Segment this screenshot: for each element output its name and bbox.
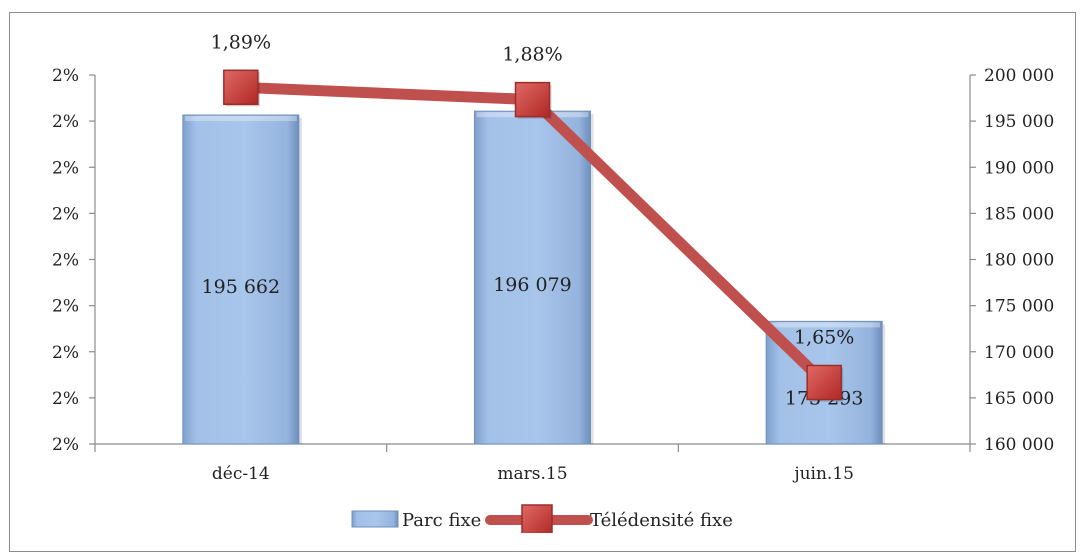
- legend-label-teledensite: Télédensité fixe: [590, 510, 733, 531]
- legend-label-parc-fixe: Parc fixe: [402, 510, 481, 531]
- x-tick-label: juin.15: [792, 464, 854, 484]
- right-tick-label: 175 000: [984, 297, 1054, 317]
- line-marker: [806, 364, 842, 401]
- line-marker: [514, 81, 551, 118]
- left-tick-label: 2%: [52, 112, 79, 132]
- bar-highlight: [184, 116, 297, 122]
- bar-value-label: 196 079: [493, 274, 572, 296]
- right-tick-label: 195 000: [984, 112, 1054, 132]
- line-value-label: 1,89%: [211, 31, 271, 53]
- bar: [182, 114, 300, 445]
- line-value-label: 1,65%: [794, 327, 854, 349]
- bar-highlight: [768, 322, 881, 328]
- combo-chart: 2% 2% 2% 2% 2% 2% 2% 2% 2% 200 000 195 000 190 000…: [52, 31, 1054, 533]
- bar-value-label: 195 662: [202, 276, 281, 298]
- right-tick-label: 165 000: [984, 389, 1054, 409]
- x-axis-ticks: déc-14 mars.15 juin.15: [94, 444, 971, 484]
- left-tick-label: 2%: [52, 204, 79, 224]
- left-tick-label: 2%: [52, 435, 79, 455]
- left-tick-label: 2%: [52, 297, 79, 317]
- bar: [474, 110, 591, 445]
- left-tick-label: 2%: [52, 251, 79, 271]
- right-tick-label: 180 000: [984, 251, 1054, 271]
- right-tick-label: 170 000: [984, 343, 1054, 363]
- left-tick-label: 2%: [52, 343, 79, 363]
- left-tick-label: 2%: [52, 158, 79, 178]
- line-value-label: 1,88%: [502, 44, 562, 66]
- right-tick-label: 185 000: [984, 204, 1054, 224]
- x-tick-label: mars.15: [497, 464, 567, 484]
- right-tick-label: 200 000: [984, 66, 1054, 86]
- left-tick-label: 2%: [52, 66, 79, 86]
- right-axis-ticks: 200 000 195 000 190 000 185 000 180 000 175 0…: [970, 66, 1054, 455]
- legend: Parc fixe Télédensité fixe: [351, 504, 733, 533]
- x-tick-label: déc-14: [212, 464, 270, 484]
- right-tick-label: 160 000: [984, 435, 1054, 455]
- line-marker: [223, 69, 259, 106]
- line-series: 1,89% 1,88% 1,65%: [211, 31, 854, 402]
- legend-marker-teledensite: [521, 504, 553, 533]
- left-tick-label: 2%: [52, 389, 79, 409]
- right-tick-label: 190 000: [984, 158, 1054, 178]
- legend-swatch-parc-fixe: [351, 510, 399, 528]
- left-axis-ticks: 2% 2% 2% 2% 2% 2% 2% 2% 2%: [52, 66, 95, 455]
